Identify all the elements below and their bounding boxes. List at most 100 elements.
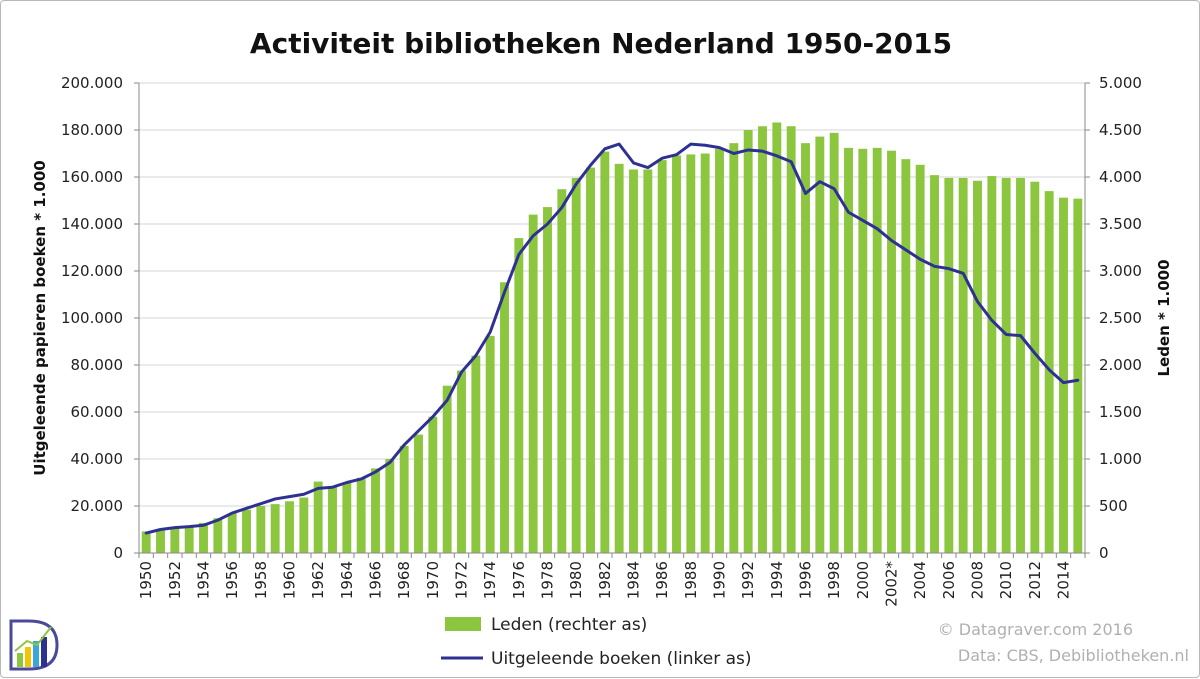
left-tick-label: 40.000 — [71, 450, 124, 468]
bar-1985 — [643, 169, 653, 554]
left-axis-title: Uitgeleende papieren boeken * 1.000 — [31, 160, 49, 475]
bar-2006 — [944, 177, 954, 553]
x-tick-label: 1998 — [825, 561, 843, 599]
bar-1963 — [328, 486, 337, 553]
bar-1982 — [600, 151, 610, 553]
bar-1955 — [213, 518, 223, 553]
left-tick-label: 160.000 — [61, 168, 123, 186]
bar-2002 — [887, 150, 896, 553]
x-tick-label: 1960 — [281, 561, 299, 599]
bar-2009 — [987, 176, 997, 553]
x-tick-label: 1988 — [682, 561, 700, 599]
bar-2015 — [1073, 198, 1083, 553]
bar-1964 — [342, 482, 352, 553]
x-tick-label: 1966 — [367, 561, 385, 599]
bar-1994 — [772, 122, 782, 553]
x-tick-label: 2012 — [1026, 561, 1044, 599]
bar-1960 — [285, 501, 294, 553]
bar-1973 — [471, 355, 481, 553]
x-tick-label: 1992 — [739, 561, 757, 599]
bar-1977 — [528, 214, 538, 553]
x-tick-label: 1972 — [453, 561, 471, 599]
x-tick-label: 1976 — [510, 561, 528, 599]
legend: Leden (rechter as) Uitgeleende boeken (l… — [441, 615, 752, 669]
datagraver-logo — [9, 619, 59, 671]
bar-1958 — [256, 506, 266, 553]
bar-1981 — [586, 167, 595, 553]
x-tick-label: 2002* — [883, 561, 901, 607]
x-tick-label: 2006 — [940, 561, 958, 599]
x-tick-label: 1970 — [424, 561, 442, 599]
x-tick-label: 1956 — [223, 561, 241, 599]
bar-1962 — [313, 481, 323, 553]
bar-1990 — [715, 148, 724, 554]
bar-1980 — [571, 177, 581, 553]
right-tick-label: 4.500 — [1099, 121, 1142, 139]
left-tick-label: 140.000 — [61, 215, 123, 233]
bar-1950 — [141, 531, 151, 553]
x-axis-ticks: 1950 1952 1954 1956 1958 1960 1962 1964 1966 1968… — [137, 553, 1086, 607]
bar-2001 — [872, 147, 882, 554]
left-tick-label: 20.000 — [71, 497, 124, 515]
bar-2007 — [958, 177, 968, 553]
x-tick-label: 1964 — [338, 561, 356, 599]
left-axis-ticks: 0 20.000 40.000 60.000 80.000 100.000 120.000 1… — [61, 74, 139, 562]
bar-1997 — [815, 136, 825, 553]
x-tick-label: 1958 — [252, 561, 270, 599]
bar-2004 — [915, 164, 925, 553]
right-tick-label: 5.000 — [1099, 74, 1142, 92]
bar-1987 — [672, 155, 681, 553]
bar-1967 — [385, 459, 395, 553]
bar-1954 — [199, 522, 208, 553]
bar-1995 — [786, 126, 796, 554]
bar-1979 — [557, 189, 567, 553]
bar-1989 — [700, 153, 710, 553]
left-tick-label: 80.000 — [71, 356, 124, 374]
x-tick-label: 1994 — [768, 561, 786, 599]
bar-1953 — [184, 525, 194, 553]
bar-1968 — [399, 445, 409, 553]
right-tick-label: 0 — [1099, 544, 1109, 562]
x-tick-label: 1962 — [309, 561, 327, 599]
bar-2013 — [1044, 191, 1054, 553]
left-tick-label: 100.000 — [61, 309, 123, 327]
x-tick-label: 2008 — [969, 561, 987, 599]
bar-1956 — [227, 513, 237, 553]
bar-2005 — [930, 175, 939, 553]
bar-1965 — [356, 477, 366, 553]
right-tick-label: 1.000 — [1099, 450, 1142, 468]
legend-swatch-bars — [445, 617, 481, 631]
bar-1998 — [829, 132, 839, 553]
bar-1970 — [428, 416, 438, 553]
x-tick-label: 1968 — [395, 561, 413, 599]
right-tick-label: 500 — [1099, 497, 1128, 515]
chart-title: Activiteit bibliotheken Nederland 1950-2… — [250, 27, 952, 60]
bar-2014 — [1059, 197, 1068, 553]
x-tick-label: 2004 — [911, 561, 929, 599]
bar-2003 — [901, 159, 911, 553]
credit-copyright: © Datagraver.com 2016 — [938, 620, 1133, 639]
bar-1976 — [514, 238, 524, 553]
credit-source: Data: CBS, Debibliotheken.nl — [958, 646, 1189, 665]
bar-1951 — [156, 529, 165, 553]
right-tick-label: 2.000 — [1099, 356, 1142, 374]
right-tick-label: 2.500 — [1099, 309, 1142, 327]
left-tick-label: 200.000 — [61, 74, 123, 92]
bar-1993 — [758, 126, 767, 554]
bar-1983 — [614, 163, 624, 553]
x-tick-label: 2000 — [854, 561, 872, 599]
bar-1974 — [485, 335, 495, 553]
legend-label-bars: Leden (rechter as) — [491, 615, 647, 635]
x-tick-label: 1980 — [567, 561, 585, 599]
x-tick-label: 1952 — [166, 561, 184, 599]
bar-1957 — [242, 509, 251, 553]
right-tick-label: 3.000 — [1099, 262, 1142, 280]
bar-1975 — [500, 282, 509, 553]
left-tick-label: 180.000 — [61, 121, 123, 139]
bar-1972 — [457, 370, 466, 553]
x-tick-label: 1950 — [137, 561, 155, 599]
x-tick-label: 1982 — [596, 561, 614, 599]
gridlines — [139, 82, 1085, 554]
bar-2012 — [1030, 181, 1040, 553]
